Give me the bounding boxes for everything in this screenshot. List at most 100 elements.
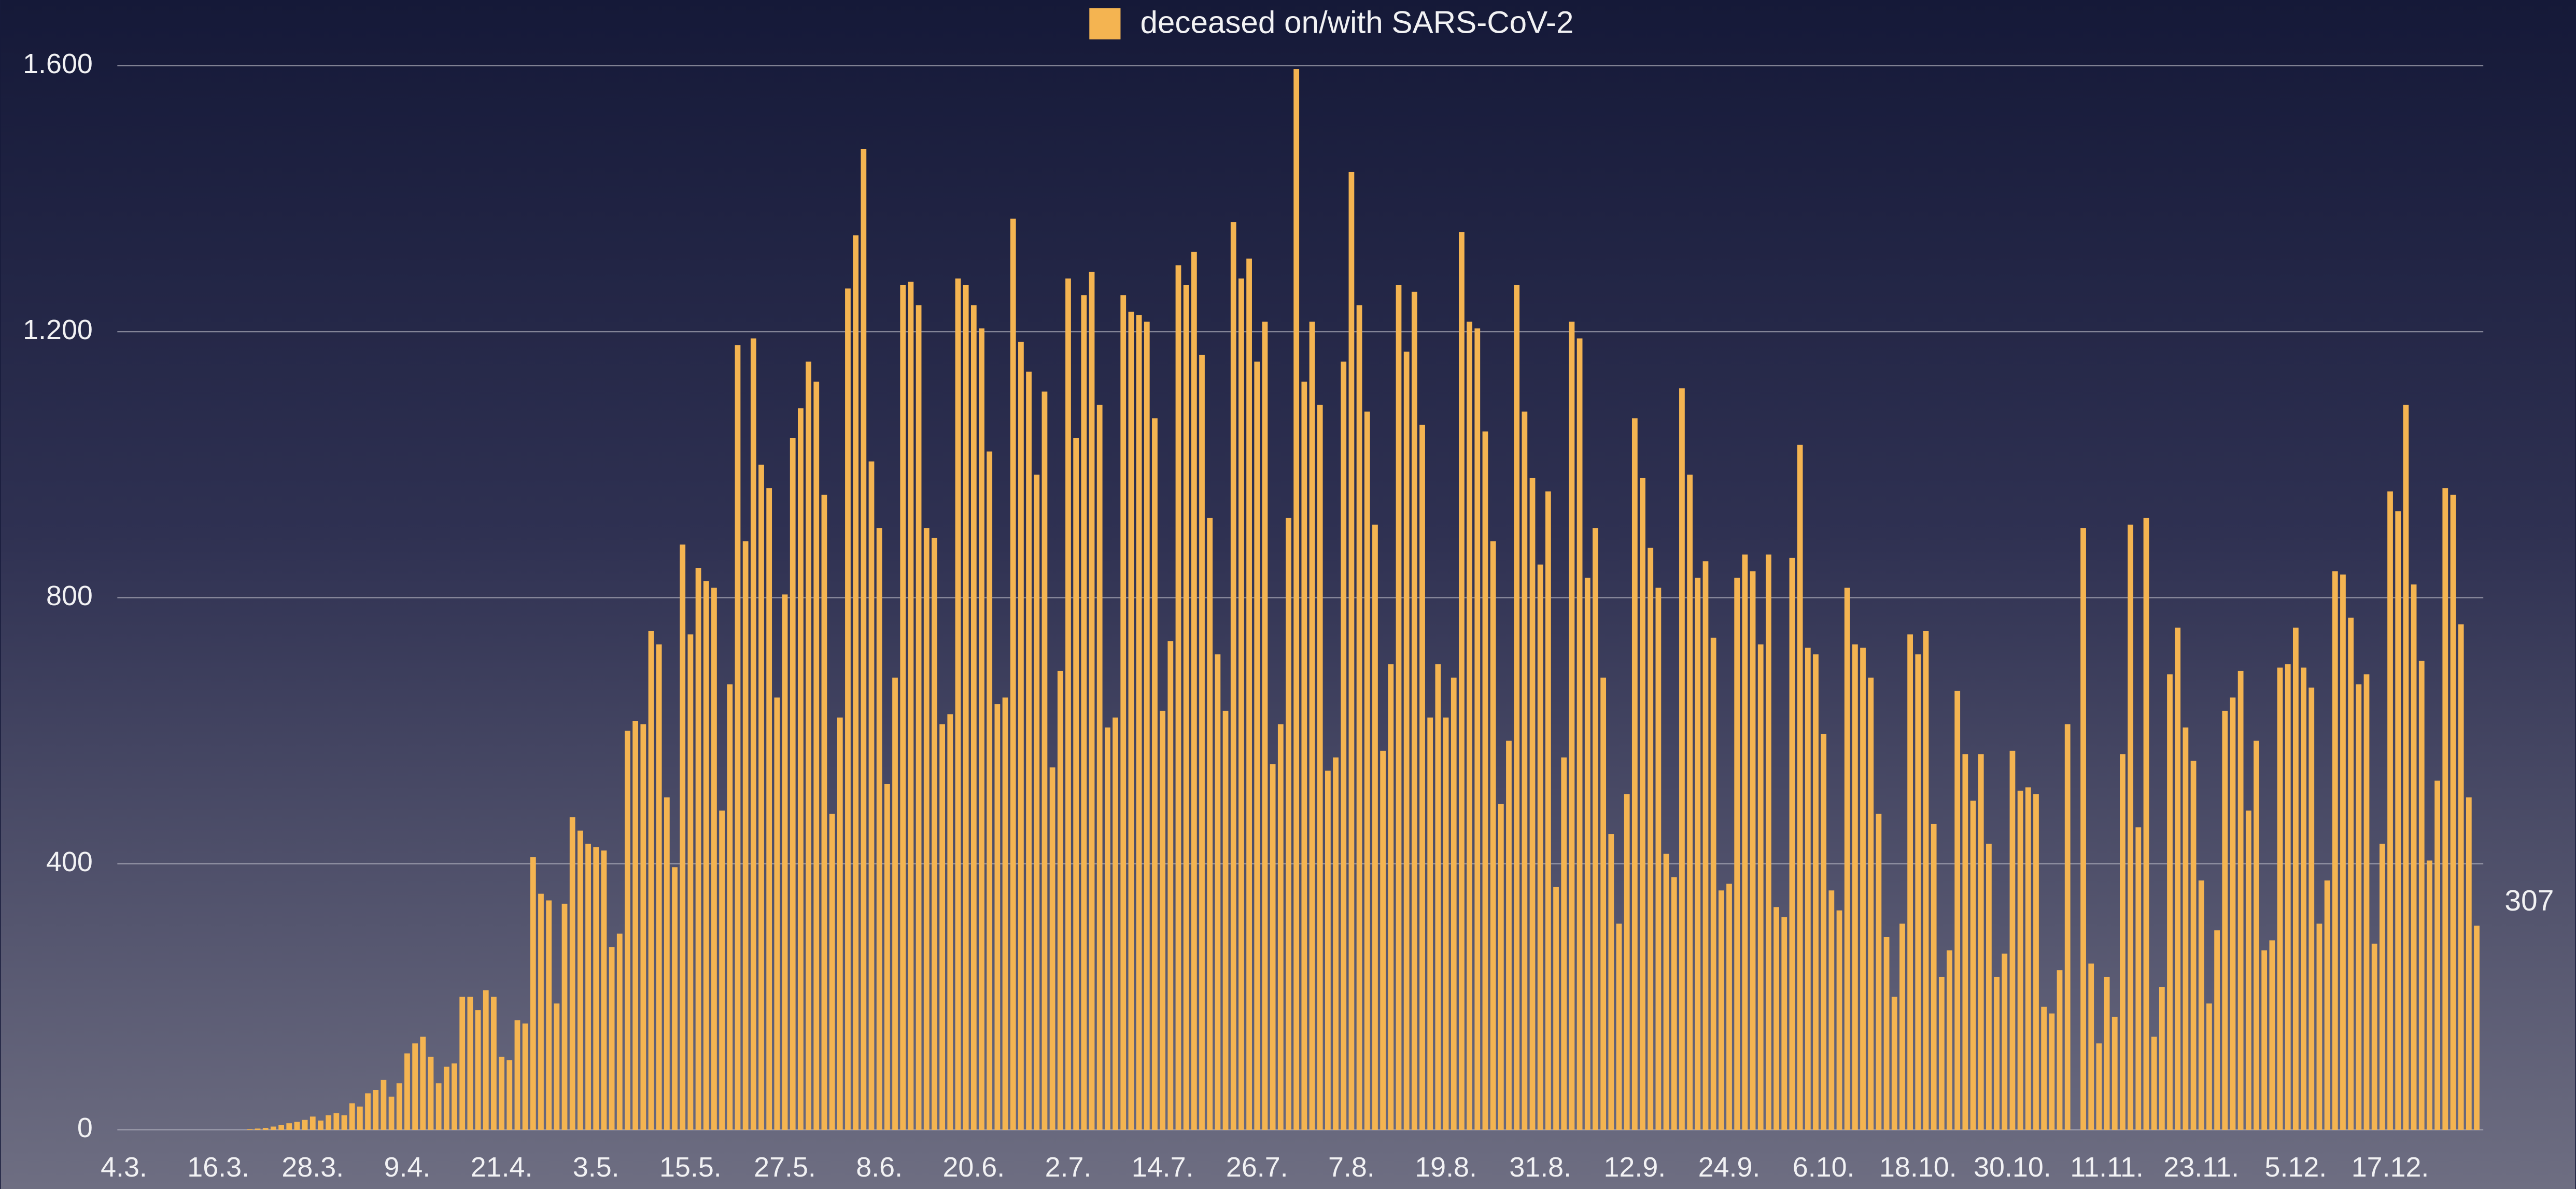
bar [853, 235, 859, 1130]
bar [2403, 404, 2409, 1130]
bar [2363, 674, 2370, 1130]
bar [459, 997, 466, 1130]
bar [1797, 444, 1803, 1130]
bar [2104, 976, 2110, 1130]
bar [900, 285, 906, 1130]
bar [2261, 950, 2268, 1130]
bar [278, 1125, 284, 1130]
bar [742, 541, 749, 1130]
bar [506, 1060, 513, 1130]
bar [616, 933, 623, 1130]
bar [1954, 691, 1961, 1130]
bar [1096, 404, 1103, 1130]
bar [1309, 321, 1315, 1130]
bar [1222, 710, 1229, 1130]
bar [1726, 884, 1732, 1130]
x-tick-label: 26.7. [1226, 1152, 1288, 1183]
bar [1514, 285, 1520, 1130]
bar [1427, 717, 1433, 1130]
bar [2237, 670, 2244, 1130]
bar [648, 631, 654, 1130]
bar [2183, 727, 2189, 1130]
x-tick-label: 15.5. [659, 1152, 722, 1183]
bar [672, 867, 678, 1130]
bar [1506, 740, 1512, 1130]
bar [939, 724, 945, 1130]
bar [530, 857, 536, 1130]
bar [1183, 285, 1189, 1130]
bar [1104, 727, 1110, 1130]
bar [1781, 917, 1787, 1130]
bar [1286, 517, 1291, 1130]
bar [2049, 1013, 2055, 1130]
bar [782, 594, 788, 1130]
bar [1545, 491, 1551, 1130]
y-tick-label: 1.200 [23, 314, 93, 345]
bar [1891, 997, 1897, 1130]
bar [821, 495, 827, 1130]
bar [302, 1120, 308, 1130]
bar [1561, 757, 1567, 1130]
bar [309, 1116, 316, 1130]
x-tick-label: 2.7. [1045, 1152, 1092, 1183]
bar [1640, 478, 1645, 1130]
bar [1671, 877, 1677, 1130]
bar [1616, 924, 1622, 1130]
bar [2009, 750, 2016, 1130]
bar [2222, 710, 2228, 1130]
bar [1490, 541, 1496, 1130]
bar [396, 1083, 402, 1130]
bar [1593, 528, 1598, 1130]
bar [1860, 648, 1866, 1130]
legend-label: deceased on/with SARS-CoV-2 [1140, 5, 1573, 39]
bar [538, 893, 544, 1130]
bar [829, 814, 835, 1130]
bar [2458, 624, 2464, 1130]
bar [2017, 790, 2023, 1130]
bar [388, 1096, 395, 1130]
bar [1301, 381, 1307, 1130]
x-tick-label: 27.5. [754, 1152, 816, 1183]
bar [1474, 328, 1481, 1130]
last-value-label: 307 [2504, 884, 2554, 917]
bar [868, 461, 875, 1130]
bar [546, 900, 552, 1130]
bar [2411, 584, 2417, 1130]
bar [1750, 571, 1756, 1130]
bar [1883, 937, 1890, 1130]
bar [1931, 823, 1937, 1130]
bar [2379, 844, 2385, 1130]
bar [1498, 804, 1504, 1130]
bar [2348, 618, 2354, 1130]
bar [2135, 827, 2142, 1130]
bar [1317, 404, 1323, 1130]
bar [286, 1123, 292, 1130]
bar [593, 847, 599, 1130]
bar [1010, 218, 1016, 1130]
bar [609, 947, 615, 1130]
bar [1270, 764, 1276, 1130]
bar [1608, 834, 1614, 1130]
bar [1828, 890, 1835, 1130]
bar [1120, 295, 1127, 1130]
bar [1978, 754, 1984, 1130]
bar [373, 1090, 379, 1130]
bar [1852, 644, 1858, 1130]
bar [475, 1010, 481, 1130]
bar [1152, 418, 1158, 1130]
bar [1844, 587, 1850, 1130]
bar [365, 1093, 371, 1130]
bar [2198, 880, 2204, 1130]
bar [491, 997, 497, 1130]
bar [2080, 528, 2086, 1130]
bar [1789, 557, 1795, 1130]
bar [2245, 810, 2251, 1130]
bar [2427, 860, 2432, 1130]
bar [1207, 517, 1213, 1130]
y-tick-label: 400 [46, 846, 93, 877]
x-tick-label: 31.8. [1509, 1152, 1571, 1183]
bar [1443, 717, 1449, 1130]
bar [294, 1122, 300, 1130]
bar [1553, 887, 1559, 1130]
bar [1970, 801, 1976, 1130]
